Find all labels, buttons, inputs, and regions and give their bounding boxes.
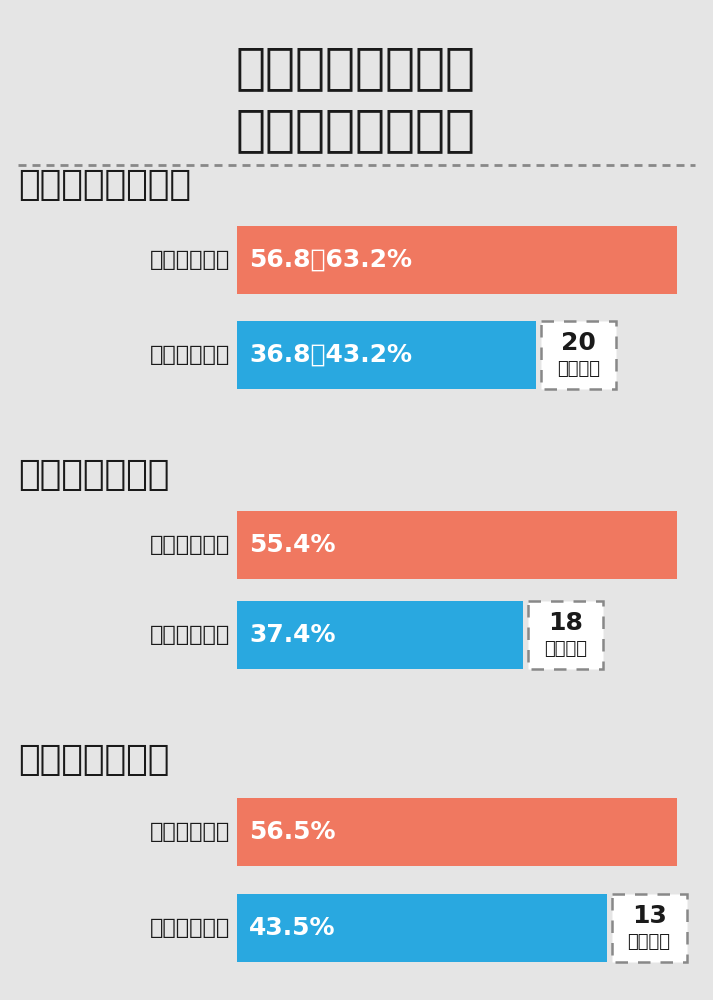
Text: ＬＳＩデニーＪＡ: ＬＳＩデニーＪＡ: [18, 168, 191, 202]
Text: 主な世論調査結果: 主な世論調査結果: [236, 106, 476, 154]
Text: ポイント: ポイント: [557, 360, 600, 378]
Bar: [237, 601, 523, 669]
Bar: [237, 226, 677, 294]
Text: ４月に発表された: ４月に発表された: [236, 44, 476, 92]
Bar: [541, 321, 616, 389]
Text: プラボウォ組: プラボウォ組: [150, 345, 230, 365]
Text: インディカトル: インディカトル: [18, 458, 170, 492]
Bar: [237, 511, 677, 579]
Text: 37.4%: 37.4%: [249, 623, 336, 647]
Text: 55.4%: 55.4%: [249, 533, 336, 557]
Bar: [237, 798, 677, 866]
Text: 56.8〜63.2%: 56.8〜63.2%: [249, 248, 412, 272]
Text: ジョコウィ組: ジョコウィ組: [150, 250, 230, 270]
Bar: [237, 321, 536, 389]
Bar: [237, 894, 607, 962]
Text: ポイント: ポイント: [544, 640, 587, 658]
Text: 18: 18: [548, 611, 583, 635]
Text: 36.8〜43.2%: 36.8〜43.2%: [249, 343, 412, 367]
Text: ポイント: ポイント: [627, 933, 671, 951]
Text: ジョコウィ組: ジョコウィ組: [150, 535, 230, 555]
Text: 20: 20: [561, 331, 596, 355]
Text: 43.5%: 43.5%: [249, 916, 336, 940]
Text: ロイ・モーガン: ロイ・モーガン: [18, 743, 170, 777]
Bar: [528, 601, 603, 669]
Bar: [612, 894, 687, 962]
Text: 13: 13: [632, 904, 667, 928]
Text: ジョコウィ組: ジョコウィ組: [150, 822, 230, 842]
Text: 56.5%: 56.5%: [249, 820, 336, 844]
Text: プラボウォ組: プラボウォ組: [150, 918, 230, 938]
Text: プラボウォ組: プラボウォ組: [150, 625, 230, 645]
